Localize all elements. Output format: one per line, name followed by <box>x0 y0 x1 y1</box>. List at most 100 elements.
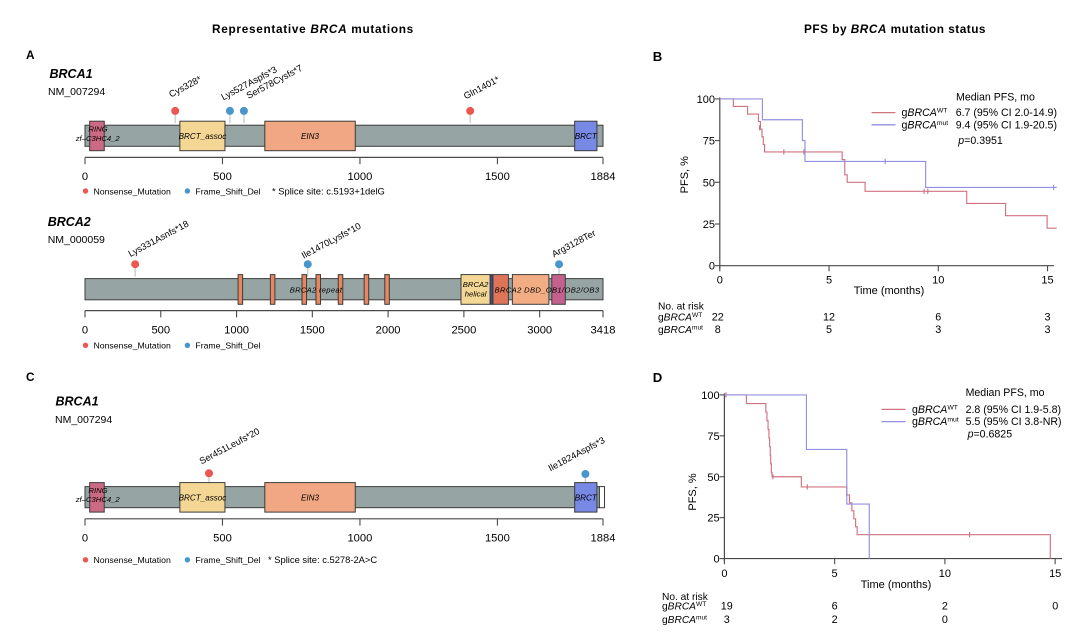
svg-text:1500: 1500 <box>300 324 325 336</box>
svg-text:50: 50 <box>707 472 719 484</box>
svg-text:gBRCAmut: gBRCAmut <box>662 614 707 625</box>
svg-text:3000: 3000 <box>527 324 552 336</box>
svg-text:3: 3 <box>724 614 730 626</box>
svg-text:100: 100 <box>697 94 715 106</box>
svg-text:Median PFS, mo: Median PFS, mo <box>956 92 1035 104</box>
svg-text:0: 0 <box>82 171 88 183</box>
svg-text:5: 5 <box>826 324 832 336</box>
svg-text:Frame_Shift_Del: Frame_Shift_Del <box>195 186 260 196</box>
svg-text:B: B <box>653 49 663 64</box>
svg-text:gBRCAWT: gBRCAWT <box>902 107 948 119</box>
svg-text:BRCA2 repeat: BRCA2 repeat <box>290 286 343 295</box>
svg-text:75: 75 <box>707 431 719 443</box>
svg-text:gBRCAWT: gBRCAWT <box>662 601 706 612</box>
svg-text:Time (months): Time (months) <box>854 285 925 297</box>
svg-text:3: 3 <box>1044 311 1050 323</box>
svg-text:2.8 (95% CI 1.9-5.8): 2.8 (95% CI 1.9-5.8) <box>966 404 1061 416</box>
svg-text:19: 19 <box>721 601 733 613</box>
svg-text:50: 50 <box>703 177 715 189</box>
svg-text:Nonsense_Mutation: Nonsense_Mutation <box>94 555 171 565</box>
svg-text:zf–C3HC4_2: zf–C3HC4_2 <box>75 134 121 143</box>
svg-text:p=0.3951: p=0.3951 <box>957 135 1003 147</box>
svg-text:0: 0 <box>1052 601 1058 613</box>
svg-text:1884: 1884 <box>591 533 616 545</box>
svg-text:0: 0 <box>82 324 88 336</box>
svg-text:RING: RING <box>88 486 107 495</box>
svg-text:Nonsense_Mutation: Nonsense_Mutation <box>94 341 171 351</box>
svg-text:1500: 1500 <box>485 171 510 183</box>
svg-text:A: A <box>26 48 35 62</box>
svg-text:500: 500 <box>151 324 170 336</box>
svg-text:9.4 (95% CI 1.9-20.5): 9.4 (95% CI 1.9-20.5) <box>956 119 1057 131</box>
svg-text:0: 0 <box>709 261 715 273</box>
svg-text:1000: 1000 <box>347 533 372 545</box>
svg-text:BRCA1: BRCA1 <box>56 394 99 408</box>
svg-text:3: 3 <box>1044 324 1050 336</box>
svg-text:1000: 1000 <box>347 171 372 183</box>
svg-text:PFS, %: PFS, % <box>687 473 699 511</box>
svg-text:8: 8 <box>715 324 721 336</box>
svg-text:75: 75 <box>703 136 715 148</box>
svg-text:Representative BRCA mutations: Representative BRCA mutations <box>212 22 414 36</box>
svg-text:helical: helical <box>465 290 487 299</box>
svg-text:15: 15 <box>1041 275 1053 287</box>
svg-text:gBRCAmut: gBRCAmut <box>658 325 703 336</box>
svg-text:5: 5 <box>832 568 838 580</box>
svg-text:3418: 3418 <box>591 324 616 336</box>
svg-text:2000: 2000 <box>376 324 401 336</box>
svg-text:100: 100 <box>701 390 719 402</box>
svg-text:6: 6 <box>832 601 838 613</box>
svg-text:0: 0 <box>721 568 727 580</box>
svg-text:BRCA2: BRCA2 <box>463 280 489 289</box>
svg-text:NM_007294: NM_007294 <box>48 86 105 98</box>
svg-text:BRCA1: BRCA1 <box>50 67 93 81</box>
svg-text:6: 6 <box>935 311 941 323</box>
svg-text:15: 15 <box>1049 568 1061 580</box>
svg-text:0: 0 <box>942 614 948 626</box>
svg-text:10: 10 <box>939 568 951 580</box>
svg-text:BRCA2 DBD_OB1/OB2/OB3: BRCA2 DBD_OB1/OB2/OB3 <box>495 286 600 295</box>
svg-text:500: 500 <box>213 533 232 545</box>
svg-text:EIN3: EIN3 <box>301 132 319 141</box>
svg-text:Nonsense_Mutation: Nonsense_Mutation <box>94 186 171 196</box>
svg-text:1000: 1000 <box>224 324 249 336</box>
svg-text:Frame_Shift_Del: Frame_Shift_Del <box>195 341 260 351</box>
svg-text:PFS, %: PFS, % <box>679 156 691 194</box>
svg-text:25: 25 <box>707 513 719 525</box>
svg-text:500: 500 <box>213 171 232 183</box>
svg-text:10: 10 <box>932 275 944 287</box>
svg-text:BRCT_assoc: BRCT_assoc <box>179 493 227 502</box>
svg-text:gBRCAmut: gBRCAmut <box>912 416 959 428</box>
svg-text:2500: 2500 <box>451 324 476 336</box>
svg-text:NM_000059: NM_000059 <box>48 234 105 246</box>
svg-text:5.5 (95% CI 3.8-NR): 5.5 (95% CI 3.8-NR) <box>966 416 1062 428</box>
svg-text:RING: RING <box>88 124 107 133</box>
svg-text:gBRCAmut: gBRCAmut <box>902 119 949 131</box>
svg-text:BRCA2: BRCA2 <box>48 215 91 229</box>
svg-text:2: 2 <box>942 601 948 613</box>
svg-text:0: 0 <box>82 533 88 545</box>
svg-text:BRCT_assoc: BRCT_assoc <box>179 132 227 141</box>
svg-text:C: C <box>26 370 35 384</box>
svg-text:PFS by BRCA mutation status: PFS by BRCA mutation status <box>804 22 986 36</box>
svg-text:EIN3: EIN3 <box>301 493 319 502</box>
svg-text:* Splice site: c.5278-2A>C: * Splice site: c.5278-2A>C <box>268 554 377 565</box>
svg-text:BRCT: BRCT <box>575 493 598 502</box>
svg-text:5: 5 <box>826 275 832 287</box>
svg-text:No. at risk: No. at risk <box>658 302 705 313</box>
svg-text:BRCT: BRCT <box>575 132 598 141</box>
svg-text:22: 22 <box>712 311 724 323</box>
svg-text:0: 0 <box>713 554 719 566</box>
svg-text:Frame_Shift_Del: Frame_Shift_Del <box>195 555 260 565</box>
svg-text:25: 25 <box>703 219 715 231</box>
svg-text:Median PFS, mo: Median PFS, mo <box>966 387 1045 399</box>
svg-text:D: D <box>653 370 663 385</box>
svg-text:6.7 (95% CI 2.0-14.9): 6.7 (95% CI 2.0-14.9) <box>956 107 1057 119</box>
svg-text:3: 3 <box>935 324 941 336</box>
svg-text:zf–C3HC4_2: zf–C3HC4_2 <box>75 495 121 504</box>
svg-text:1500: 1500 <box>485 533 510 545</box>
svg-text:1884: 1884 <box>591 171 616 183</box>
svg-text:* Splice site: c.5193+1delG: * Splice site: c.5193+1delG <box>272 185 385 196</box>
svg-text:gBRCAWT: gBRCAWT <box>658 312 702 323</box>
svg-text:gBRCAWT: gBRCAWT <box>912 404 958 416</box>
